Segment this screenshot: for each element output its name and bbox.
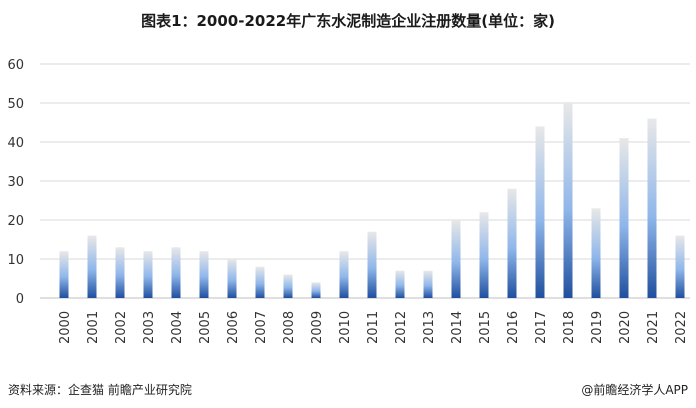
x-tick-label: 2020 [618, 311, 633, 344]
bar-2002 [115, 247, 125, 298]
bar-2014 [451, 220, 461, 298]
bar-2004 [171, 247, 181, 298]
bar-2018 [563, 103, 573, 298]
x-tick-label: 2002 [114, 311, 129, 344]
x-tick-label: 2011 [366, 311, 381, 344]
y-tick-label: 20 [7, 214, 24, 229]
bar-2009 [311, 282, 321, 298]
y-tick-label: 30 [7, 175, 24, 190]
x-tick-label: 2018 [562, 311, 577, 344]
y-axis-ticks: 0 10 20 30 40 50 60 [7, 58, 24, 307]
bars [59, 103, 685, 299]
bar-2001 [87, 235, 97, 298]
y-tick-label: 60 [7, 58, 24, 73]
bar-2020 [619, 138, 629, 298]
x-tick-label: 2012 [394, 311, 409, 344]
bar-2005 [199, 251, 209, 298]
bar-2013 [423, 270, 433, 298]
bar-2003 [143, 251, 153, 298]
x-tick-label: 2015 [478, 311, 493, 344]
x-tick-label: 2017 [534, 311, 549, 344]
x-tick-label: 2003 [142, 311, 157, 344]
y-tick-label: 10 [7, 253, 24, 268]
x-tick-label: 2006 [226, 311, 241, 344]
bar-2022 [675, 235, 685, 298]
x-tick-label: 2008 [282, 311, 297, 344]
x-tick-label: 2019 [590, 311, 605, 344]
bar-2017 [535, 126, 545, 299]
bar-2010 [339, 251, 349, 298]
gridlines [40, 63, 690, 299]
x-tick-label: 2021 [646, 311, 661, 344]
x-tick-label: 2005 [198, 311, 213, 344]
bar-2015 [479, 212, 489, 298]
x-axis-ticks: 2000 2001 2002 2003 2004 2005 2006 2007 2008 2009… [58, 311, 689, 344]
chart-title: 图表1：2000-2022年广东水泥制造企业注册数量(单位：家) [141, 12, 555, 30]
x-tick-label: 2016 [506, 311, 521, 344]
x-tick-label: 2007 [254, 311, 269, 344]
x-tick-label: 2014 [450, 311, 465, 344]
brand-credit: @前瞻经济学人APP [581, 383, 688, 397]
y-tick-label: 40 [7, 136, 24, 151]
y-tick-label: 0 [16, 292, 24, 307]
bar-2007 [255, 266, 265, 298]
bar-2012 [395, 270, 405, 298]
x-tick-label: 2001 [86, 311, 101, 344]
x-tick-label: 2022 [674, 311, 689, 344]
x-tick-label: 2004 [170, 311, 185, 344]
source-note: 资料来源：企查猫 前瞻产业研究院 [8, 383, 192, 397]
x-tick-label: 2013 [422, 311, 437, 344]
bar-2021 [647, 118, 657, 298]
bar-2000 [59, 251, 69, 298]
x-tick-label: 2010 [338, 311, 353, 344]
x-tick-label: 2000 [58, 311, 73, 344]
bar-2016 [507, 188, 517, 298]
x-tick-label: 2009 [310, 311, 325, 344]
y-tick-label: 50 [7, 97, 24, 112]
bar-2019 [591, 208, 601, 298]
bar-2011 [367, 231, 377, 298]
bar-2008 [283, 274, 293, 298]
bar-2006 [227, 259, 237, 298]
